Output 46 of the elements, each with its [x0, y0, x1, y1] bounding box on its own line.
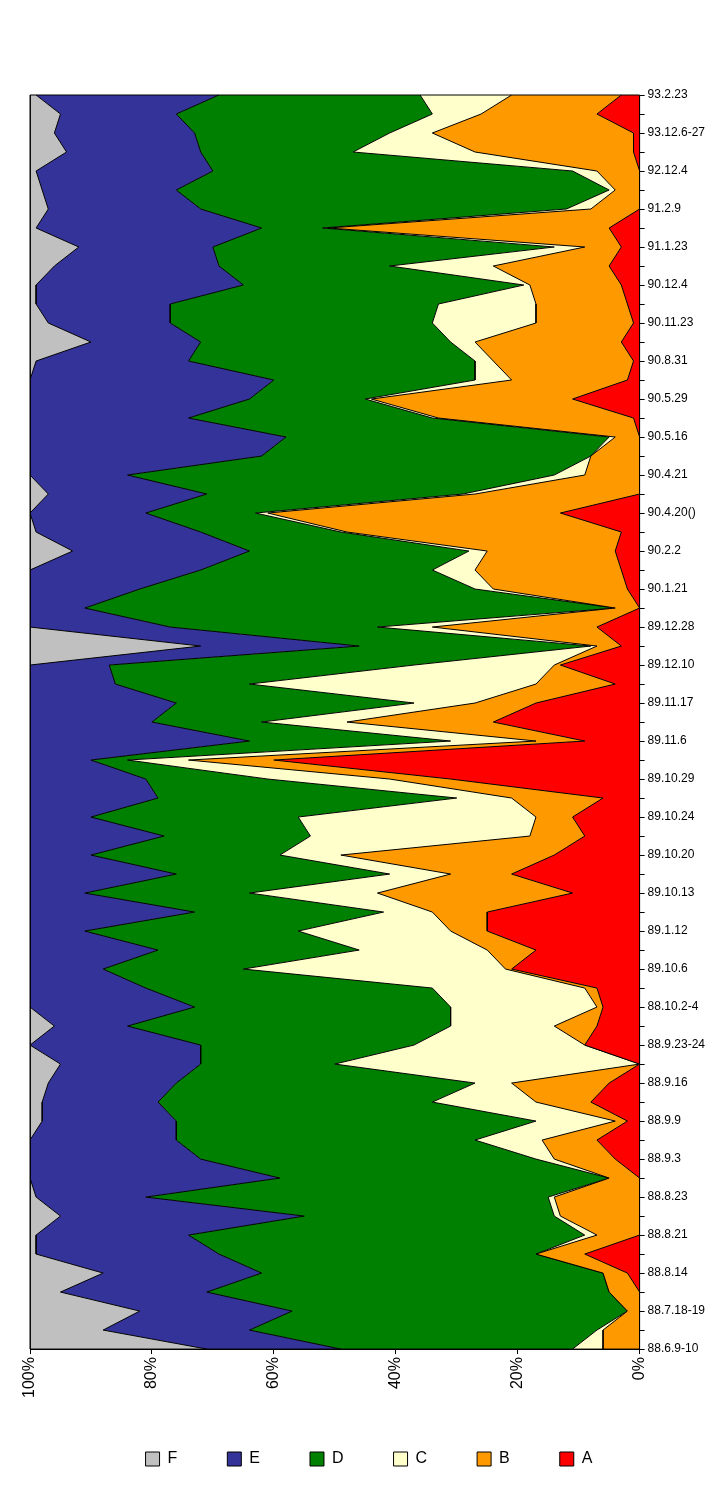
x-tick-label: 100% [20, 1357, 38, 1398]
legend-label: A [581, 1449, 593, 1467]
y-tick-label: 88.8.23 [647, 1189, 688, 1204]
y-tick-label: 88.8.21 [647, 1227, 688, 1242]
y-tick-label: 89.11.17 [647, 695, 694, 710]
y-tick-label: 90.12.4 [647, 277, 688, 292]
y-tick-label: 90.5.16 [647, 429, 688, 444]
y-tick-label: 88.10.2-4 [647, 999, 699, 1014]
y-tick-label: 88.9.16 [647, 1075, 688, 1090]
y-tick-label: 89.10.29 [647, 771, 695, 786]
y-tick-label: 91.1.23 [647, 239, 688, 254]
y-tick-label: 90.1.21 [647, 581, 688, 596]
y-tick-label: 89.10.20 [647, 847, 695, 862]
x-tick-label: 80% [142, 1357, 160, 1390]
x-tick-label: 20% [508, 1357, 526, 1390]
y-tick-label: 88.6.9-10 [647, 1341, 699, 1356]
y-tick-label: 89.1.12 [647, 923, 688, 938]
y-tick-label: 89.10.24 [647, 809, 695, 824]
y-tick-label: 90.2.2 [647, 543, 682, 558]
y-tick-label: 93.12.6-27 [647, 125, 706, 140]
y-tick-label: 89.12.10 [647, 657, 695, 672]
x-tick-label: 60% [264, 1357, 282, 1390]
y-tick-label: 93.2.23 [647, 87, 688, 102]
y-tick-label: 90.8.31 [647, 353, 688, 368]
y-tick-label: 92.12.4 [647, 163, 688, 178]
y-tick-label: 88.9.3 [647, 1151, 682, 1166]
y-tick-label: 90.5.29 [647, 391, 688, 406]
legend-label: D [332, 1449, 344, 1467]
legend-label: B [499, 1449, 510, 1467]
legend-label: F [167, 1449, 178, 1467]
y-tick-label: 89.10.6 [647, 961, 688, 976]
y-tick-label: 88.8.14 [647, 1265, 688, 1280]
y-tick-label: 89.12.28 [647, 619, 695, 634]
y-tick-label: 90.11.23 [647, 315, 694, 330]
y-tick-label: 91.2.9 [647, 201, 682, 216]
legend-label: E [249, 1449, 260, 1467]
x-tick-label: 40% [386, 1357, 404, 1390]
y-tick-label: 90.4.20() [647, 505, 696, 520]
y-tick-label: 90.4.21 [647, 467, 688, 482]
y-tick-label: 89.10.13 [647, 885, 695, 900]
x-tick-label: 0% [630, 1357, 648, 1381]
y-tick-label: 88.9.9 [647, 1113, 682, 1128]
legend-label: C [415, 1449, 428, 1467]
y-tick-label: 89.11.6 [647, 733, 688, 748]
y-tick-label: 88.7.18-19 [647, 1303, 706, 1318]
y-tick-label: 88.9.23-24 [647, 1037, 706, 1052]
